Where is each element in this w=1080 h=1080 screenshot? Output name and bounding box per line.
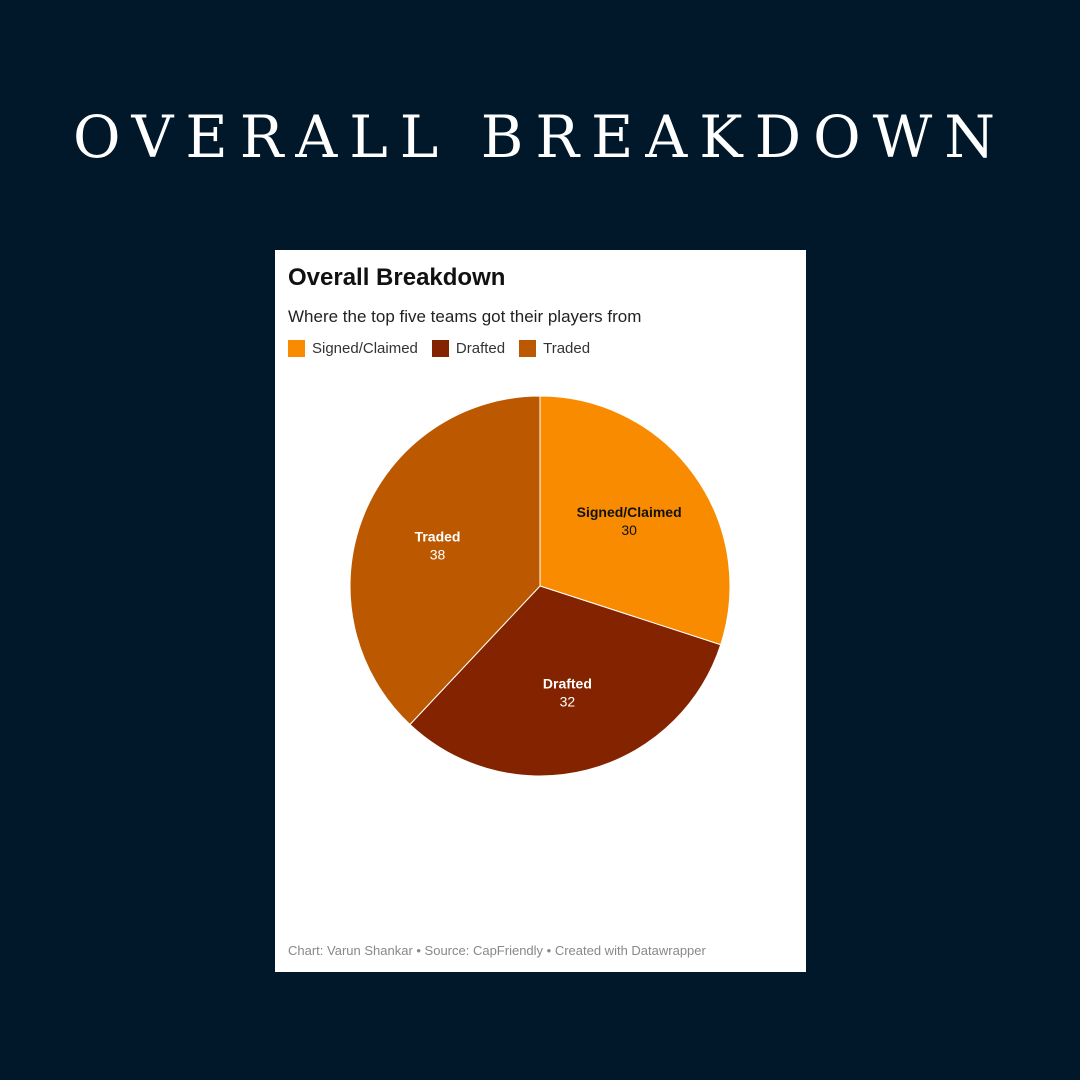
pie-slice-signed-claimed [539, 395, 731, 646]
legend-item: Drafted [431, 340, 506, 357]
chart-title: Overall Breakdown [288, 264, 506, 291]
slice-value: 32 [560, 694, 576, 710]
slice-label: Signed/Claimed [577, 504, 682, 520]
chart-legend: Signed/Claimed Drafted Traded [288, 340, 604, 357]
legend-label: Traded [543, 340, 591, 357]
slice-label: Drafted [543, 676, 592, 692]
pie-chart: Signed/Claimed 30 Drafted 32 Traded 38 [349, 395, 731, 777]
legend-swatch [431, 340, 449, 357]
legend-item: Signed/Claimed [288, 340, 418, 357]
legend-swatch [288, 340, 305, 357]
pie-slice-traded [349, 395, 541, 726]
legend-label: Signed/Claimed [312, 340, 418, 357]
chart-footer: Chart: Varun Shankar • Source: CapFriend… [288, 943, 706, 958]
legend-label: Drafted [455, 340, 506, 357]
slice-value: 38 [430, 546, 446, 562]
pie-slice-drafted [409, 585, 722, 777]
legend-swatch [519, 340, 537, 357]
slice-label: Traded [415, 528, 461, 544]
chart-card: Overall Breakdown Where the top five tea… [275, 250, 806, 972]
chart-subtitle: Where the top five teams got their playe… [288, 307, 642, 326]
legend-item: Traded [519, 340, 590, 357]
page-headline: OVERALL BREAKDOWN [72, 103, 1008, 171]
slice-value: 30 [621, 522, 637, 538]
